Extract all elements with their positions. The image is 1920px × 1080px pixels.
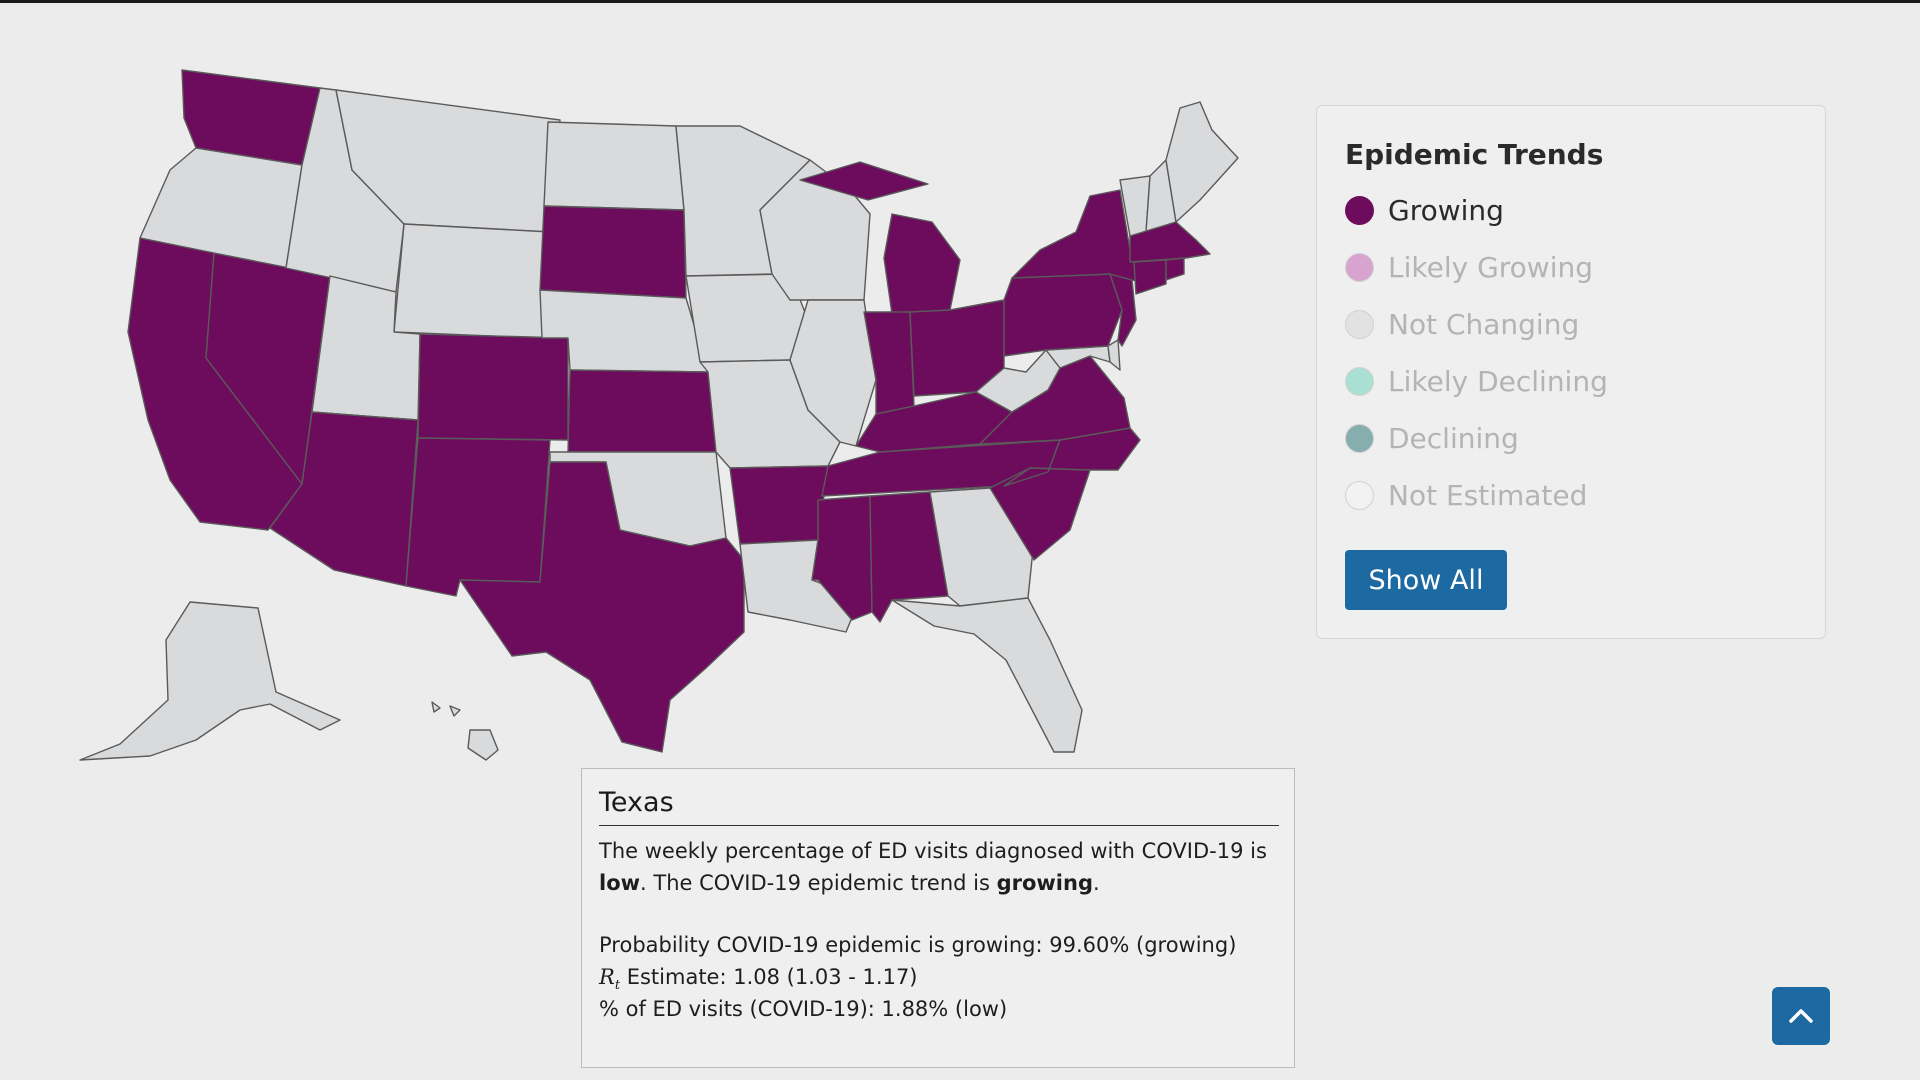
state-sc xyxy=(989,467,1091,561)
legend-item-not-changing[interactable]: Not Changing xyxy=(1345,304,1579,344)
not-changing-dot-icon xyxy=(1345,309,1374,339)
trend-value: growing xyxy=(996,871,1093,895)
legend-label: Not Changing xyxy=(1388,307,1580,341)
state-de xyxy=(1107,339,1121,371)
state-fl xyxy=(891,597,1083,753)
state-ma xyxy=(1129,221,1211,263)
divider xyxy=(599,825,1279,826)
ed-visits-line: % of ED visits (COVID-19): 1.88% (low) xyxy=(599,997,1008,1021)
legend-panel: Epidemic Trends Growing Likely Growing N… xyxy=(1316,105,1826,639)
growing-dot-icon xyxy=(1345,195,1374,225)
back-to-top-button[interactable] xyxy=(1772,987,1830,1045)
state-ak xyxy=(79,601,341,761)
state-wv xyxy=(975,349,1061,413)
state-tx xyxy=(459,461,745,753)
probability-line: Probability COVID-19 epidemic is growing… xyxy=(599,933,1237,957)
legend-item-growing[interactable]: Growing xyxy=(1345,190,1504,230)
rt-estimate-line: Rt Estimate: 1.08 (1.03 - 1.17) xyxy=(599,965,918,994)
likely-declining-dot-icon xyxy=(1345,366,1374,396)
state-wy xyxy=(393,223,551,339)
summary-line-2: low. The COVID-19 epidemic trend is grow… xyxy=(599,871,1100,895)
show-all-button[interactable]: Show All xyxy=(1345,550,1507,610)
state-wi xyxy=(759,159,871,301)
state-nd xyxy=(543,121,685,211)
declining-dot-icon xyxy=(1345,423,1374,453)
us-map[interactable] xyxy=(60,50,1260,770)
state-hi xyxy=(431,701,499,761)
state-nc xyxy=(1003,427,1141,487)
state-ny xyxy=(1011,189,1141,283)
chevron-up-icon xyxy=(1789,1009,1813,1023)
legend-item-declining[interactable]: Declining xyxy=(1345,418,1519,458)
legend-label: Declining xyxy=(1388,421,1519,455)
legend-item-likely-declining[interactable]: Likely Declining xyxy=(1345,361,1608,401)
state-ar xyxy=(729,465,829,545)
state-sd xyxy=(539,205,687,299)
state-ks xyxy=(567,369,717,453)
legend-label: Likely Growing xyxy=(1388,250,1593,284)
state-ri xyxy=(1165,257,1185,281)
legend-label: Not Estimated xyxy=(1388,478,1588,512)
legend-item-likely-growing[interactable]: Likely Growing xyxy=(1345,247,1593,287)
likely-growing-dot-icon xyxy=(1345,252,1374,282)
legend-title: Epidemic Trends xyxy=(1345,138,1604,171)
state-info-panel: Texas The weekly percentage of ED visits… xyxy=(581,768,1295,1068)
top-border xyxy=(0,0,1920,3)
state-ct xyxy=(1133,259,1167,295)
legend-label: Likely Declining xyxy=(1388,364,1608,398)
legend-item-not-estimated[interactable]: Not Estimated xyxy=(1345,475,1587,515)
level-value: low xyxy=(599,871,641,895)
state-pa xyxy=(1003,273,1123,357)
legend-label: Growing xyxy=(1388,193,1504,227)
state-name: Texas xyxy=(599,787,674,818)
state-me xyxy=(1165,101,1239,223)
state-co xyxy=(417,333,569,441)
summary-line-1: The weekly percentage of ED visits diagn… xyxy=(599,839,1267,863)
not-estimated-dot-icon xyxy=(1345,480,1374,510)
state-nm xyxy=(405,437,551,597)
